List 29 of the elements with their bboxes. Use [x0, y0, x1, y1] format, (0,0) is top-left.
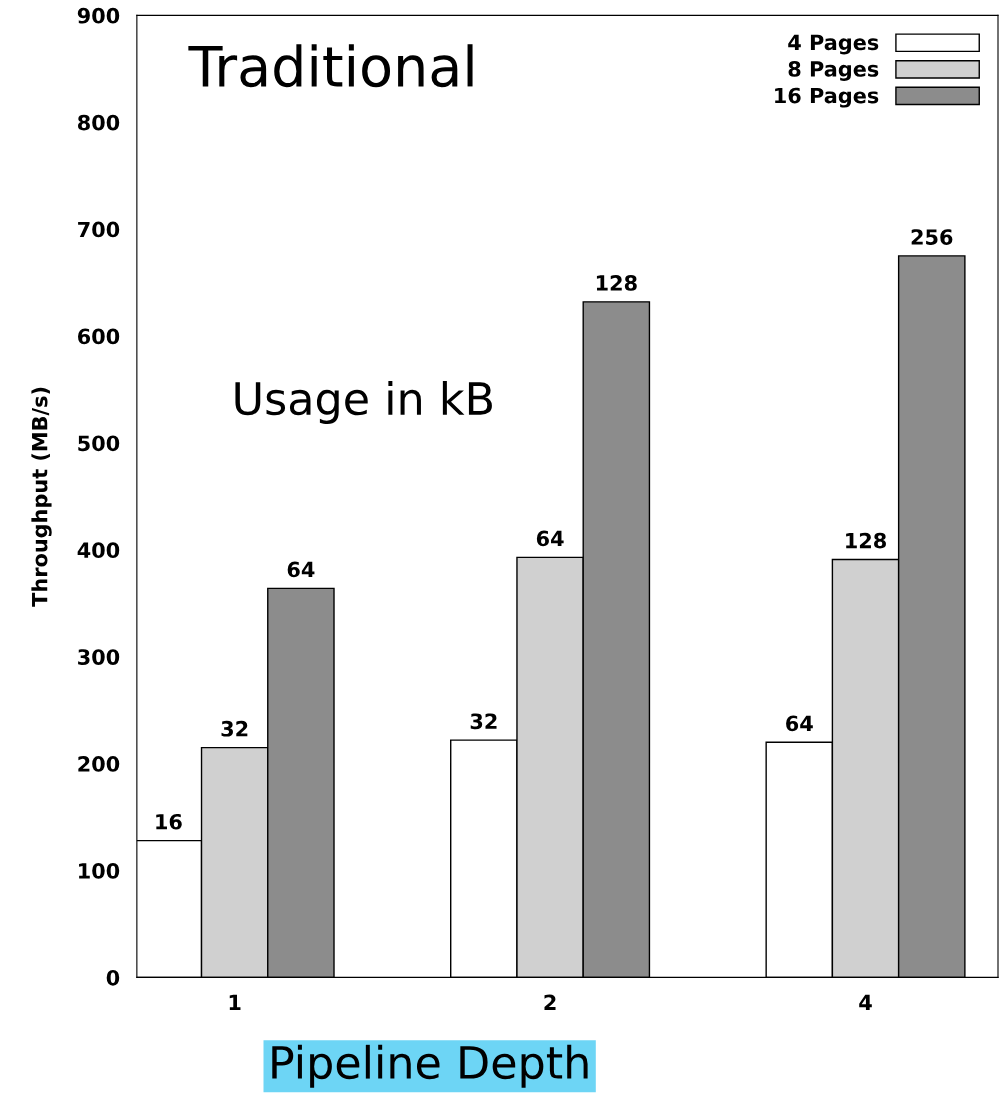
- annotation: 64: [536, 530, 564, 547]
- y-tick-label: 400: [77, 542, 120, 559]
- y-tick-label: 800: [77, 114, 120, 131]
- legend-label: 16 Pages: [775, 87, 879, 108]
- legend-label: 4 Pages: [788, 34, 879, 55]
- x-tick-label: 2: [544, 994, 556, 1010]
- annotation: Usage in kB: [235, 380, 492, 424]
- annotation: 128: [596, 275, 637, 291]
- x-tick-label: 1: [229, 994, 241, 1010]
- y-tick-label: 500: [78, 435, 120, 452]
- annotation: 32: [221, 720, 248, 737]
- annotation: 256: [911, 229, 953, 245]
- y-tick-label: 600: [78, 328, 120, 345]
- annotation: 64: [287, 561, 315, 578]
- legend-label: 8 Pages: [788, 61, 879, 82]
- x-axis-title: Pipeline Depth: [272, 1044, 588, 1088]
- y-tick-label: 900: [77, 7, 120, 24]
- y-tick-label: 200: [78, 756, 120, 772]
- annotation: 64: [786, 715, 813, 732]
- annotation: 128: [846, 532, 886, 549]
- annotation: 32: [470, 713, 497, 730]
- annotation: Traditional: [188, 44, 473, 88]
- x-tick-label: 4: [859, 994, 872, 1010]
- y-tick-label: 0: [106, 969, 120, 986]
- y-tick-label: 700: [78, 221, 120, 238]
- y-tick-label: 100: [79, 862, 120, 879]
- annotation: 16: [156, 813, 182, 830]
- y-tick-label: 300: [78, 649, 120, 665]
- y-axis-title: Throughput (MB/s): [31, 387, 52, 607]
